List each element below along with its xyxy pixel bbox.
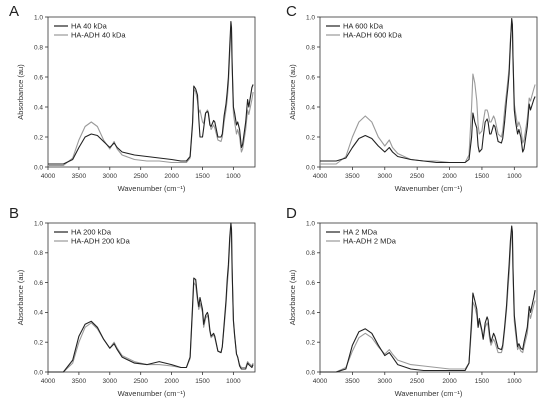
- x-tick-label: 3000: [103, 378, 118, 385]
- panel-c: C 4000 3500 3000 2500 2000 1500 1000 0.0 0.2 0.4 0.…: [286, 3, 538, 193]
- x-tick-label: 2000: [164, 173, 179, 180]
- y-tick-label: 0.0: [306, 164, 315, 171]
- y-axis-label: Absorbance (au): [288, 269, 297, 325]
- y-tick-label: 0.8: [306, 44, 315, 51]
- y-tick-label: 0.6: [34, 280, 43, 287]
- x-tick-label: 3000: [378, 173, 393, 180]
- x-tick-label: 4000: [313, 378, 328, 385]
- x-tick-label: 3500: [345, 173, 360, 180]
- legend-entry: HA-ADH 2 MDa: [343, 237, 397, 246]
- x-axis-label: Wavenumber (cm⁻¹): [395, 184, 463, 193]
- x-axis-label: Wavenumber (cm⁻¹): [395, 389, 463, 398]
- y-axis-label: Absorbance (au): [288, 64, 297, 120]
- y-tick-label: 1.0: [34, 220, 43, 227]
- plot-frame: [47, 16, 256, 168]
- x-tick-label: 4000: [41, 378, 56, 385]
- series-line-ha-adh: [48, 225, 254, 373]
- y-tick-label: 1.0: [306, 220, 315, 227]
- x-axis-label: Wavenumber (cm⁻¹): [118, 389, 186, 398]
- x-tick-label: 3000: [103, 173, 118, 180]
- panel-label: C: [286, 3, 297, 20]
- y-tick-label: 0.8: [34, 44, 43, 51]
- legend-entry: HA-ADH 600 kDa: [343, 31, 403, 40]
- y-tick-label: 0.2: [34, 340, 43, 347]
- y-tick-label: 0.4: [306, 310, 315, 317]
- legend-entry: HA-ADH 40 kDa: [71, 31, 126, 40]
- y-tick-label: 0.8: [34, 250, 43, 257]
- y-tick-label: 0.2: [306, 134, 315, 141]
- x-tick-label: 2000: [164, 378, 179, 385]
- x-tick-label: 3500: [72, 378, 87, 385]
- y-tick-label: 0.4: [34, 310, 43, 317]
- series-line-ha-adh: [320, 231, 536, 373]
- x-tick-label: 2000: [442, 378, 457, 385]
- y-tick-label: 1.0: [306, 14, 315, 21]
- x-tick-label: 1000: [507, 378, 522, 385]
- x-tick-label: 1500: [195, 173, 210, 180]
- y-tick-label: 0.6: [306, 280, 315, 287]
- x-tick-label: 2000: [442, 173, 457, 180]
- plot-frame: [319, 16, 538, 168]
- x-tick-label: 3000: [378, 378, 393, 385]
- series-line-ha: [320, 225, 536, 373]
- panel-label: D: [286, 205, 297, 222]
- y-tick-label: 0.6: [34, 74, 43, 81]
- x-tick-label: 2500: [410, 378, 425, 385]
- x-tick-label: 1500: [195, 378, 210, 385]
- panel-label: B: [9, 205, 19, 222]
- x-axis-label: Wavenumber (cm⁻¹): [118, 184, 186, 193]
- panel-b: B 4000 3500 3000 2500 2000 1500 1000 0.0 0.2 0.4 0.…: [9, 205, 256, 398]
- y-tick-label: 0.0: [34, 164, 43, 171]
- legend-entry: HA 600 kDa: [343, 22, 384, 31]
- y-tick-label: 0.4: [34, 104, 43, 111]
- plot-frame: [47, 222, 256, 373]
- y-tick-label: 0.2: [306, 340, 315, 347]
- y-tick-label: 0.2: [34, 134, 43, 141]
- legend-entry: HA 40 kDa: [71, 22, 108, 31]
- y-tick-label: 0.0: [306, 369, 315, 376]
- x-tick-label: 1500: [475, 378, 490, 385]
- series-line-ha-adh: [320, 22, 536, 165]
- x-tick-label: 2500: [133, 378, 148, 385]
- panel-label: A: [9, 3, 19, 20]
- y-axis-label: Absorbance (au): [16, 269, 25, 325]
- y-tick-label: 0.0: [34, 369, 43, 376]
- plot-frame: [319, 222, 538, 373]
- y-tick-label: 0.8: [306, 250, 315, 257]
- y-tick-label: 1.0: [34, 14, 43, 21]
- x-tick-label: 1000: [226, 378, 241, 385]
- legend-entry: HA 2 MDa: [343, 228, 378, 237]
- legend-entry: HA 200 kDa: [71, 228, 112, 237]
- x-tick-label: 4000: [313, 173, 328, 180]
- y-tick-label: 0.4: [306, 104, 315, 111]
- x-tick-label: 2500: [133, 173, 148, 180]
- x-tick-label: 1000: [507, 173, 522, 180]
- x-tick-label: 2500: [410, 173, 425, 180]
- x-tick-label: 3500: [72, 173, 87, 180]
- panel-d: D 4000 3500 3000 2500 2000 1500 1000 0.0 0.2 0.4 0.…: [286, 205, 538, 398]
- x-tick-label: 1000: [226, 173, 241, 180]
- x-tick-label: 3500: [345, 378, 360, 385]
- x-tick-label: 1500: [475, 173, 490, 180]
- series-line-ha: [320, 17, 536, 164]
- legend-entry: HA-ADH 200 kDa: [71, 237, 131, 246]
- series-line-ha: [48, 222, 254, 373]
- x-tick-label: 4000: [41, 173, 56, 180]
- y-axis-label: Absorbance (au): [16, 64, 25, 120]
- series-line-ha: [48, 20, 254, 165]
- y-tick-label: 0.6: [306, 74, 315, 81]
- panel-a: A 4000 3500 3000 2500 2000 1500 1000 0.0 0.2 0.4 0.…: [9, 3, 256, 193]
- series-line-ha-adh: [48, 26, 254, 167]
